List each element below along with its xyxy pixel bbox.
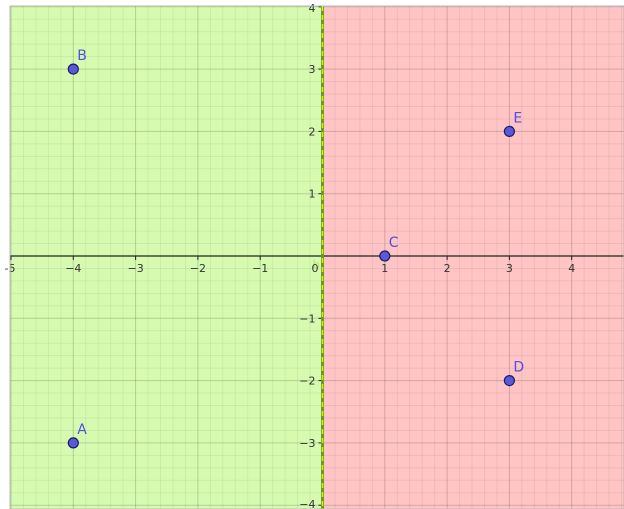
point-a[interactable] — [67, 437, 79, 449]
point-e[interactable] — [503, 125, 515, 137]
shaded-regions — [10, 6, 624, 509]
x-tick-label: 2 — [444, 262, 451, 275]
x-tick-label: 3 — [506, 262, 513, 275]
graph-frame — [9, 5, 624, 509]
x-tick-label: 1 — [381, 262, 388, 275]
x-tick-label: −2 — [190, 262, 206, 275]
y-tick-label: 3 — [309, 63, 316, 76]
point-d[interactable] — [503, 375, 515, 387]
x-tick-label: −3 — [127, 262, 143, 275]
x-tick-label: −4 — [65, 262, 81, 275]
region-right — [322, 6, 624, 509]
boundary-line-label: b — [313, 258, 321, 272]
point-c[interactable] — [379, 250, 391, 262]
y-tick-label: −2 — [299, 375, 315, 388]
y-tick-label: 2 — [309, 125, 316, 138]
y-tick-label: −3 — [299, 437, 315, 450]
y-tick-label: 4 — [309, 2, 316, 15]
y-tick-label: −1 — [299, 312, 315, 325]
y-tick-label: −4 — [299, 498, 315, 509]
point-label-c: C — [389, 235, 399, 251]
boundary-line-b[interactable]: b — [313, 6, 324, 509]
grid-lines — [10, 6, 624, 509]
point-label-b: B — [77, 48, 87, 64]
point-b[interactable] — [67, 63, 79, 75]
x-tick-label: 4 — [568, 262, 575, 275]
point-label-a: A — [77, 422, 87, 438]
y-tick-label: 1 — [309, 188, 316, 201]
x-tick-label: 0 — [312, 262, 319, 275]
region-left — [10, 6, 323, 509]
point-label-d: D — [513, 360, 524, 376]
x-tick-label: −1 — [252, 262, 268, 275]
points[interactable]: A B C D E — [67, 48, 524, 449]
point-label-e: E — [513, 110, 522, 126]
